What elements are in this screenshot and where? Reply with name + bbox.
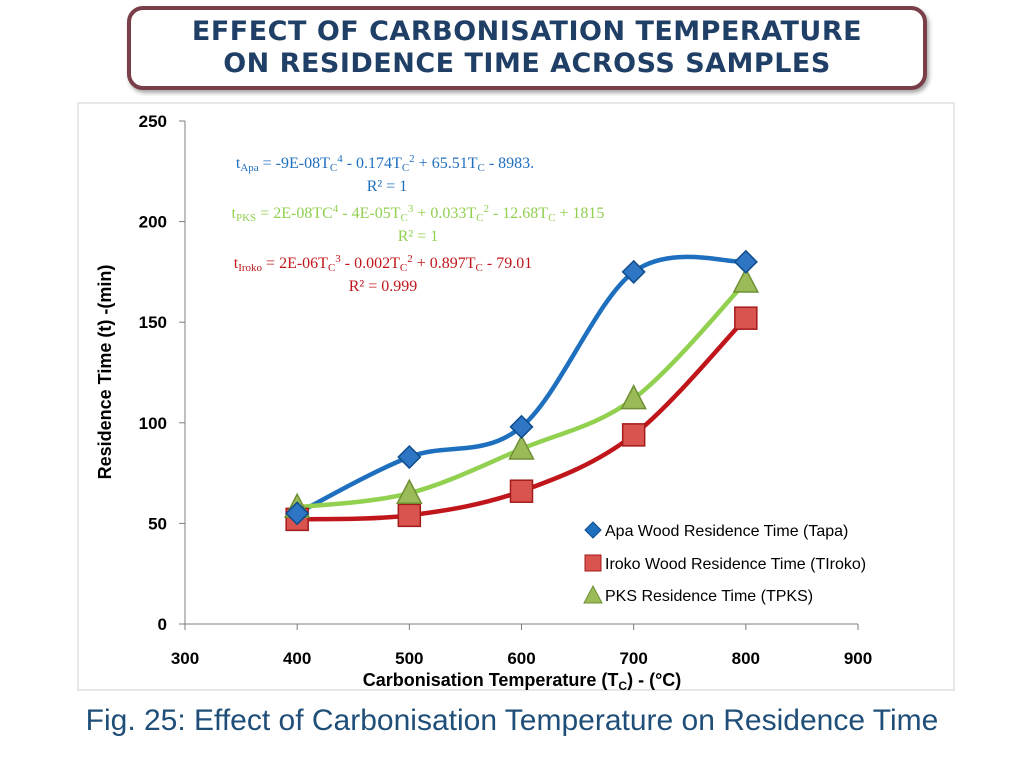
y-tick-label: 150	[139, 313, 167, 332]
data-point-pks	[732, 267, 760, 293]
series-layer	[283, 249, 760, 532]
legend: Apa Wood Residence Time (Tapa) Iroko Woo…	[583, 521, 866, 605]
equation-iroko-line1: tIroko = 2E-06TC3 - 0.002TC2 + 0.897TC -…	[234, 253, 532, 274]
x-tick-label: 900	[844, 649, 872, 668]
data-point-iroko	[734, 306, 758, 330]
title-line-2: ON RESIDENCE TIME ACROSS SAMPLES	[223, 48, 831, 79]
data-point-pks	[508, 434, 535, 460]
equation-iroko-line2: R² = 0.999	[349, 278, 418, 295]
equation-apa-line1: tApa = -9E-08TC4 - 0.174TC2 + 65.51TC - …	[236, 153, 534, 174]
equation-apa-line2: R² = 1	[367, 178, 408, 195]
x-tick-label: 600	[507, 649, 535, 668]
axes: 0 50 100 150 200 250 300 400 500 600 700 800 900	[139, 112, 873, 668]
legend-triangle-icon	[583, 584, 603, 604]
legend-item-iroko: Iroko Wood Residence Time (TIroko)	[584, 554, 866, 573]
legend-label-pks: PKS Residence Time (TPKS)	[605, 588, 813, 605]
equation-pks-line1: tPKS = 2E-08TC4 - 4E-05TC3 + 0.033TC2 - …	[232, 203, 605, 224]
data-point-pks	[396, 478, 423, 504]
data-point-apa	[397, 444, 422, 470]
x-tick-label: 400	[283, 649, 311, 668]
y-tick-label: 100	[139, 414, 167, 433]
title-box: EFFECT OF CARBONISATION TEMPERATURE ON R…	[127, 6, 927, 90]
equation-apa: tApa = -9E-08TC4 - 0.174TC2 + 65.51TC - …	[236, 153, 534, 195]
data-point-iroko	[621, 423, 646, 447]
legend-item-pks: PKS Residence Time (TPKS)	[583, 584, 813, 605]
title-line-1: EFFECT OF CARBONISATION TEMPERATURE	[191, 16, 863, 47]
y-axis-title: Residence Time (t) -(min)	[95, 265, 115, 480]
equation-pks-line2: R² = 1	[398, 228, 439, 245]
equation-iroko: tIroko = 2E-06TC3 - 0.002TC2 + 0.897TC -…	[234, 253, 532, 295]
y-tick-label: 50	[148, 514, 167, 533]
x-tick-label: 300	[171, 649, 199, 668]
legend-diamond-icon	[584, 521, 602, 539]
chart: 0 50 100 150 200 250 300 400 500 600 700 800 900 tAp…	[77, 102, 955, 693]
chart-area	[77, 102, 955, 691]
data-point-apa	[621, 259, 646, 284]
legend-label-apa: Apa Wood Residence Time (Tapa)	[605, 523, 848, 540]
x-axis-title: Carbonisation Temperature (TC) - (°C)	[363, 670, 682, 693]
data-point-apa	[733, 249, 758, 274]
equation-pks: tPKS = 2E-08TC4 - 4E-05TC3 + 0.033TC2 - …	[232, 203, 605, 245]
x-tick-label: 700	[619, 649, 647, 668]
data-point-apa	[285, 501, 310, 526]
x-tick-label: 500	[395, 649, 423, 668]
y-tick-label: 200	[139, 213, 167, 232]
y-tick-label: 0	[158, 615, 167, 634]
data-point-apa	[509, 414, 534, 439]
legend-square-icon	[584, 554, 602, 572]
legend-item-apa: Apa Wood Residence Time (Tapa)	[584, 521, 848, 540]
data-point-iroko	[509, 479, 534, 503]
figure-caption: Fig. 25: Effect of Carbonisation Tempera…	[85, 704, 939, 737]
data-point-pks	[620, 384, 647, 410]
data-point-iroko	[397, 503, 422, 528]
x-tick-label: 800	[732, 649, 760, 668]
y-tick-label: 250	[139, 112, 167, 131]
legend-label-iroko: Iroko Wood Residence Time (TIroko)	[605, 556, 866, 573]
